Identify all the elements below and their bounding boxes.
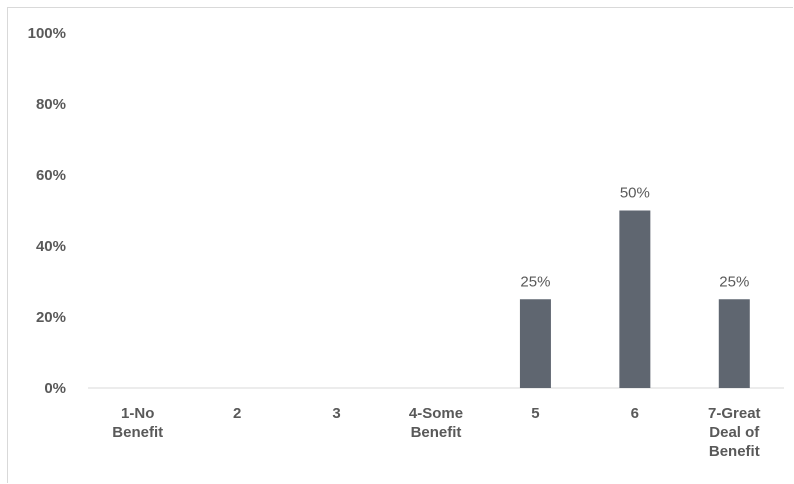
x-tick-label: 3 [332, 405, 340, 422]
data-label: 50% [620, 185, 650, 202]
x-tick-label: 1-No [121, 405, 154, 422]
x-tick-label: Benefit [112, 424, 163, 441]
x-tick-label: 7-Great [708, 405, 761, 422]
y-tick-label: 60% [36, 167, 66, 184]
chart-frame [7, 7, 793, 483]
x-tick-label: Deal of [709, 424, 760, 441]
x-tick-label: Benefit [411, 424, 462, 441]
x-tick-label: 5 [531, 405, 539, 422]
x-tick-label: 4-Some [409, 405, 463, 422]
x-tick-label: 2 [233, 405, 241, 422]
y-tick-label: 100% [28, 25, 66, 42]
y-tick-label: 20% [36, 309, 66, 326]
x-tick-label: Benefit [709, 443, 760, 460]
y-tick-label: 40% [36, 238, 66, 255]
bar [619, 210, 651, 388]
data-label: 25% [719, 273, 749, 290]
y-tick-label: 80% [36, 96, 66, 113]
data-label: 25% [520, 273, 550, 290]
bar [718, 299, 750, 388]
bar [519, 299, 551, 388]
y-tick-label: 0% [44, 380, 66, 397]
x-tick-label: 6 [631, 405, 639, 422]
